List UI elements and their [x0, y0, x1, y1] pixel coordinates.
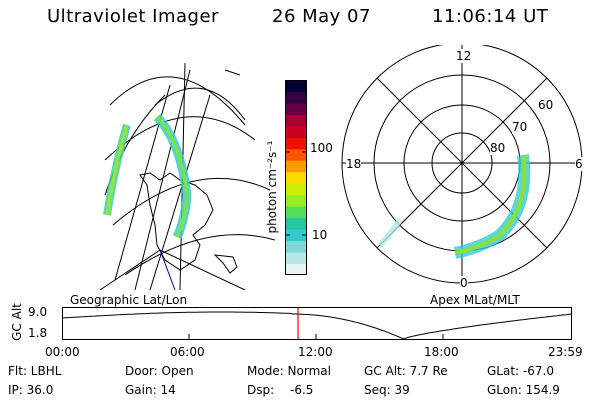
lat-60-label: 60 — [538, 98, 554, 112]
colorbar-cell — [285, 91, 307, 104]
colorbar-cell — [285, 137, 307, 150]
colorbar-cell — [285, 148, 307, 161]
colorbar-cell — [285, 263, 307, 275]
seq-info: Seq: 39 — [364, 383, 410, 397]
xtick-1800: 18:00 — [424, 345, 459, 359]
colorbar-cell — [285, 125, 307, 138]
colorbar-cell — [285, 80, 307, 92]
apex-polar-map — [341, 45, 583, 284]
time-label: 11:06:14 UT — [432, 6, 549, 27]
colorbar-cell — [285, 252, 307, 265]
colorbar-tick-100: 100 — [310, 141, 333, 155]
apex-caption: Apex MLat/MLT — [430, 293, 520, 307]
instrument-title: Ultraviolet Imager — [47, 6, 219, 27]
ip-info: IP: 36.0 — [8, 383, 54, 397]
altitude-curve — [62, 311, 572, 340]
gain-info: Gain: 14 — [125, 383, 176, 397]
colorbar-cell — [285, 217, 307, 230]
door-info: Door: Open — [125, 364, 194, 378]
mlt-0-label: 0 — [460, 276, 468, 290]
xtick-1200: 12:00 — [298, 345, 333, 359]
colorbar — [285, 80, 307, 275]
aurora-oval — [377, 154, 531, 259]
orbit-ytick-bottom: 1.8 — [28, 326, 48, 340]
glat-info: GLat: -67.0 — [487, 364, 554, 378]
colorbar-cell — [285, 240, 307, 253]
filter-info: Flt: LBHL — [8, 364, 62, 378]
coastline — [139, 172, 238, 274]
colorbar-label: photon cm⁻²s⁻¹ — [265, 140, 279, 234]
colorbar-tick-10: 10 — [312, 228, 328, 242]
orbit-ytick-top: 9.0 — [28, 305, 48, 319]
colorbar-cell — [285, 206, 307, 219]
aurora-west-arc — [103, 123, 131, 216]
orbit-ylabel: GC Alt — [9, 303, 24, 341]
lat-80-label: 80 — [490, 141, 506, 155]
colorbar-cell — [285, 114, 307, 127]
xtick-2359: 23:59 — [548, 345, 583, 359]
xtick-0600: 06:00 — [170, 345, 205, 359]
xtick-0000: 00:00 — [45, 345, 80, 359]
mlt-18-label: 18 — [346, 157, 362, 171]
colorbar-cell — [285, 183, 307, 196]
date-label: 26 May 07 — [272, 6, 371, 27]
colorbar-cell — [285, 194, 307, 207]
lat-70-label: 70 — [512, 120, 528, 134]
colorbar-cell — [285, 171, 307, 184]
plot-frame — [62, 307, 572, 340]
geographic-map — [99, 62, 275, 290]
dsp-value: -6.5 — [290, 383, 314, 397]
glon-info: GLon: 154.9 — [487, 383, 560, 397]
colorbar-cell — [285, 160, 307, 173]
geographic-caption: Geographic Lat/Lon — [70, 293, 188, 307]
aurora-east-arc — [153, 113, 192, 239]
gc-alt-info: GC Alt: 7.7 Re — [364, 364, 448, 378]
dsp-label: Dsp: — [247, 383, 275, 397]
colorbar-cell — [285, 229, 307, 242]
mlt-12-label: 12 — [456, 49, 472, 63]
spacecraft-line — [159, 249, 176, 290]
mode-info: Mode: Normal — [247, 364, 331, 378]
orbit-altitude-plot — [62, 307, 572, 340]
mlt-6-label: 6 — [575, 157, 583, 171]
colorbar-cell — [285, 102, 307, 115]
